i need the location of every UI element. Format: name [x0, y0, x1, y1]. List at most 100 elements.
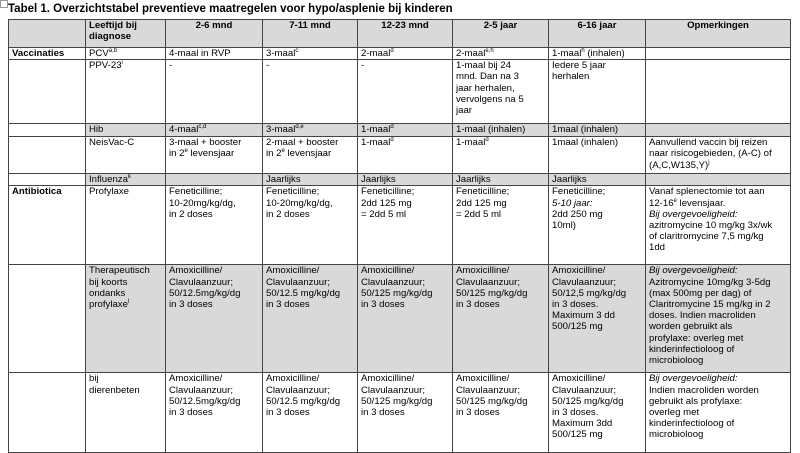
- cell-text: (inhalen): [584, 48, 625, 59]
- cell-text: in 3 doses: [361, 407, 405, 419]
- table-cell: Amoxicilline/Clavulaanzuur; 50/125 mg/kg/…: [357, 372, 453, 453]
- table-cell: Jaarlijks: [357, 173, 453, 187]
- table-cell: Feneticilline; 10-20mg/kg/dg, in 2 doses: [165, 185, 263, 266]
- cell-text: 1-maal: [456, 137, 486, 149]
- header-cell: 2-5 jaar: [452, 19, 549, 48]
- cell-line: 2-maale,h: [456, 48, 545, 59]
- header-cell: Opmerkingen: [645, 19, 791, 48]
- cell-text: microbioloog: [649, 355, 704, 367]
- cell-line: Iedere 5 jaar: [552, 61, 642, 72]
- cell-line: Feneticilline;: [456, 187, 545, 198]
- table-cell: Amoxicilline/Clavulaanzuur; 50/12.5 mg/kg…: [262, 372, 358, 453]
- group-cell: [8, 123, 86, 138]
- table-row: Influenzak Jaarlijks Jaarlijks Jaarlijks Jaa…: [8, 173, 791, 187]
- cell-line: Amoxicilline/: [456, 374, 545, 385]
- cell-line: 2-maald: [361, 48, 449, 59]
- cell-line: Amoxicilline/: [361, 374, 449, 385]
- cell-line: 50/12.5mg/kg/dg: [169, 396, 259, 407]
- cell-line: 1maal (inhalen): [552, 124, 642, 136]
- cell-line: 3-maald,e: [266, 124, 354, 136]
- cell-text: Aanvullend vaccin bij reizen: [649, 137, 768, 149]
- cell-text: 1-maal: [361, 124, 391, 136]
- cell-text: levensjaar: [284, 148, 332, 160]
- table-cell: 1-maalh (inhalen): [548, 46, 646, 61]
- cell-text: (max 500mg per dag) of: [649, 287, 752, 299]
- cell-text: 2dd 250 mg: [552, 208, 603, 220]
- cell-text: jaar: [456, 105, 472, 117]
- cell-line: in 3 doses.: [552, 299, 642, 310]
- cell-line: Therapeutisch: [89, 266, 162, 277]
- cell-text: 5-10 jaar:: [552, 197, 593, 209]
- cell-text: 10-20mg/kg/dg,: [169, 197, 236, 209]
- footnote-ref: d,e: [295, 124, 304, 131]
- cell-text: Feneticilline;: [266, 186, 320, 198]
- cell-line: -: [361, 61, 449, 72]
- cell-text: microbioloog: [649, 429, 704, 441]
- table-cell: 4-maalc,d: [165, 123, 263, 138]
- cell-text: Amoxicilline/: [266, 373, 320, 385]
- cell-text: 50/125 mg/kg/dg: [456, 395, 528, 407]
- header-cell: 12-23 mnd: [357, 19, 453, 48]
- cell-line: 10ml): [552, 220, 642, 231]
- footnote-ref: e: [281, 148, 285, 155]
- cell-text: Maximum 3 dd: [552, 310, 615, 322]
- cell-text: Jaarlijks: [361, 174, 396, 186]
- cell-line: (max 500mg per dag) of: [649, 288, 787, 299]
- cell-text: Vanaf splenectomie tot aan: [649, 186, 765, 198]
- cell-text: levensjaar: [187, 148, 235, 160]
- cell-text: Amoxicilline/: [456, 265, 510, 277]
- table-cell: Feneticilline; 2dd 125 mg = 2dd 5 ml: [452, 185, 549, 266]
- cell-line: 1dd: [649, 242, 787, 253]
- cell-line: 500/125 mg: [552, 429, 642, 440]
- cell-line: Feneticilline;: [552, 187, 642, 198]
- cell-line: microbioloog: [649, 429, 787, 440]
- group-cell: [8, 264, 86, 374]
- cell-line: in 3 doses: [266, 299, 354, 310]
- cell-text: worden gebruikt als: [649, 321, 733, 333]
- cell-line: -: [266, 60, 354, 72]
- cell-text: -: [266, 60, 270, 72]
- table-cell: Influenzak: [85, 173, 166, 187]
- table-row: Hib 4-maalc,d 3-maald,e 1-maald 1-maal (inha…: [8, 123, 791, 138]
- cell-text: Feneticilline;: [361, 186, 415, 198]
- cell-text: 1maal (inhalen): [552, 124, 619, 136]
- cell-line: Feneticilline;: [266, 186, 354, 198]
- cell-text: 3-maal: [266, 48, 296, 59]
- cell-text: 2-maal: [361, 48, 391, 59]
- table-cell: Amoxicilline/Clavulaanzuur; 50/12.5mg/kg/…: [165, 264, 263, 374]
- cell-line: Amoxicilline/: [552, 374, 642, 385]
- table-cell: Hib: [85, 123, 166, 138]
- cell-text: in 2: [169, 148, 185, 160]
- cell-text: dierenbeten: [89, 384, 140, 396]
- cell-text: 3-maal: [266, 124, 296, 136]
- cell-text: 3-maal + booster: [169, 137, 242, 149]
- table: Leeftijd bij diagnose 2-6 mnd 7-11 mnd 12-2…: [8, 19, 791, 453]
- cell-line: Clavulaanzuur;: [456, 385, 545, 396]
- footnote-ref: d: [485, 137, 489, 144]
- cell-text: PCV: [89, 48, 109, 59]
- table-cell: Amoxicilline/Clavulaanzuur; 50/12.5mg/kg/…: [165, 372, 263, 453]
- cell-text: 50/125 mg/kg/dg: [361, 395, 433, 407]
- table-cell: Bij overgevoeligheid: Indien macroliden w…: [645, 372, 791, 453]
- cell-line: Azitromycine 10mg/kg 3-5dg: [649, 277, 787, 288]
- cell-line: 1-maald: [456, 137, 545, 149]
- table-cell: 2-maal + booster in 2e levensjaar: [262, 136, 358, 175]
- cell-text: Bij overgevoeligheid:: [649, 265, 738, 277]
- table-cell: [645, 59, 791, 125]
- cell-text: Jaarlijks: [456, 174, 491, 186]
- cell-line: jaar: [456, 105, 545, 116]
- cell-line: 10-20mg/kg/dg,: [266, 198, 354, 209]
- cell-text: Clavulaanzuur;: [361, 384, 425, 396]
- footnote-ref: d: [390, 124, 394, 131]
- table-cell: Jaarlijks: [452, 173, 549, 187]
- cell-line: Jaarlijks: [456, 174, 545, 186]
- cell-text: 2-maal: [456, 48, 486, 59]
- cell-line: Clavulaanzuur;: [361, 385, 449, 396]
- cell-text: in 3 doses: [169, 299, 213, 311]
- cell-text: in 3 doses: [456, 299, 500, 311]
- cell-text: in 3 doses: [266, 407, 310, 419]
- cell-line: 50/12,5 mg/kg/dg: [552, 288, 642, 299]
- cell-line: Indien macroliden worden: [649, 385, 787, 396]
- cell-text: Clavulaanzuur;: [266, 276, 330, 288]
- cell-line: profylaxel: [89, 299, 162, 310]
